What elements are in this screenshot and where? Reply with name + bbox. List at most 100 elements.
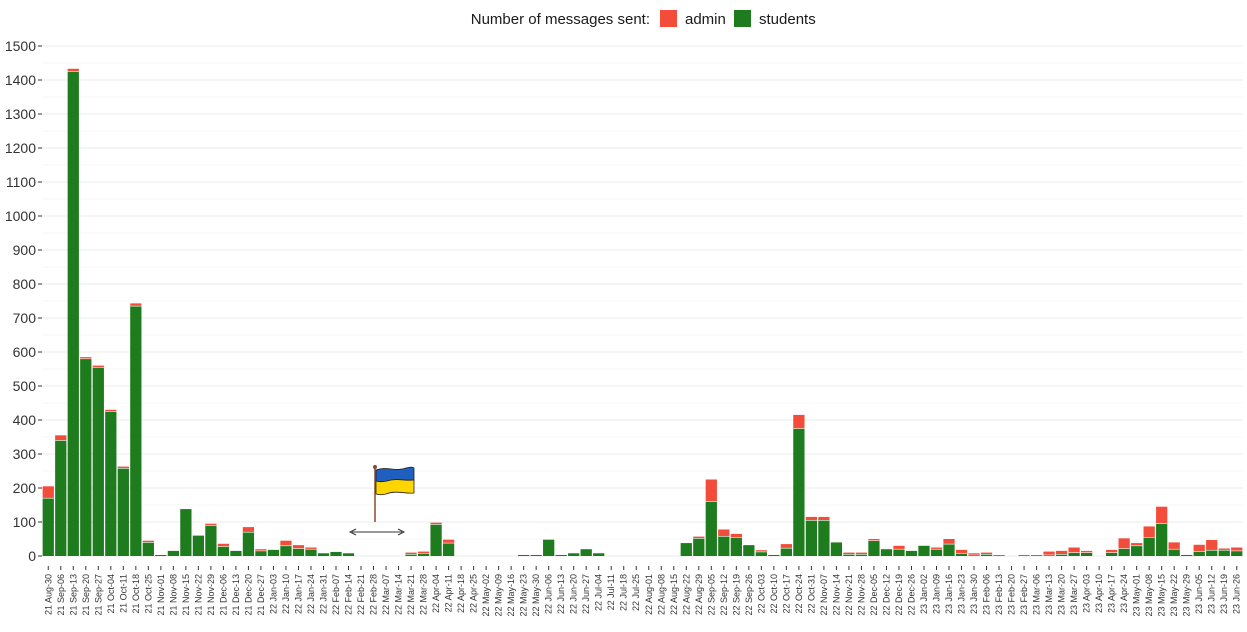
x-tick-label: 21 Nov-22	[193, 574, 203, 616]
bar-admin	[1018, 554, 1030, 556]
bar-students	[92, 367, 104, 556]
bar-students	[555, 554, 567, 556]
y-tick-label: 400	[13, 412, 37, 428]
bar-students	[405, 554, 417, 556]
bar-students	[1156, 523, 1168, 556]
bar-students	[180, 509, 192, 556]
bar-students	[755, 551, 767, 556]
bar-admin	[1068, 547, 1080, 553]
x-tick-label: 22 Jan-10	[281, 574, 291, 614]
x-tick-label: 23 May-22	[1169, 574, 1179, 617]
bar-students	[1143, 537, 1155, 556]
bar-students	[267, 549, 280, 556]
x-tick-label: 22 Jun-27	[581, 574, 591, 614]
bar-students	[155, 554, 167, 556]
x-tick-label: 21 Dec-13	[231, 574, 241, 616]
bar-students	[930, 549, 943, 556]
bar-admin	[1218, 548, 1230, 551]
bar-students	[943, 544, 955, 556]
bar-students	[80, 358, 92, 556]
bar-admin	[868, 539, 880, 541]
legend-title: Number of messages sent:	[471, 11, 650, 28]
bar-admin	[55, 435, 67, 441]
bar-admin	[92, 365, 104, 368]
x-tick-label: 23 Apr-03	[1082, 574, 1092, 613]
y-tick-label: 1500	[5, 38, 36, 54]
y-tick-label: 700	[13, 310, 37, 326]
bar-admin	[117, 466, 129, 469]
bar-students	[67, 71, 79, 556]
x-tick-label: 22 Mar-07	[381, 574, 391, 615]
bar-admin	[255, 549, 267, 551]
x-tick-label: 21 Sep-13	[68, 574, 78, 616]
x-tick-label: 21 Oct-18	[131, 574, 141, 614]
bar-students	[880, 549, 893, 556]
bar-students	[442, 543, 455, 556]
bar-students	[730, 537, 742, 556]
bar-admin	[442, 539, 455, 544]
bar-students	[580, 549, 592, 556]
x-tick-label: 23 Jan-02	[919, 574, 929, 614]
x-tick-label: 23 Jun-26	[1232, 574, 1242, 614]
bar-admin	[805, 516, 818, 521]
x-tick-label: 22 Apr-11	[444, 574, 454, 612]
bar-students	[818, 520, 830, 556]
bar-students	[142, 542, 154, 556]
x-tick-label: 22 Dec-12	[881, 574, 891, 616]
bar-admin	[1143, 526, 1155, 538]
x-tick-label: 23 May-08	[1144, 574, 1154, 617]
bar-students	[718, 536, 730, 556]
bar-admin	[1118, 538, 1130, 549]
bar-students	[968, 554, 980, 556]
x-tick-label: 23 Jan-23	[957, 574, 967, 614]
x-tick-label: 22 Dec-26	[906, 574, 916, 616]
x-tick-label: 22 Jul-25	[631, 574, 641, 611]
bar-students	[42, 498, 54, 556]
x-tick-label: 23 Feb-13	[994, 574, 1004, 615]
bar-admin	[968, 553, 980, 555]
x-tick-label: 22 Jan-24	[306, 574, 316, 614]
arrow-head-left	[348, 528, 357, 536]
arrow-head-right	[397, 528, 406, 536]
y-tick-label: 600	[13, 344, 37, 360]
y-tick-label: 800	[13, 276, 37, 292]
x-tick-label: 22 Nov-21	[844, 574, 854, 616]
bar-students	[192, 535, 205, 556]
bar-students	[918, 545, 930, 556]
bar-students	[417, 553, 430, 556]
x-tick-label: 23 Jun-05	[1194, 574, 1204, 614]
y-tick-label: 1100	[6, 174, 36, 190]
x-tick-label: 23 Mar-13	[1044, 574, 1054, 615]
x-tick-label: 22 Apr-04	[431, 574, 441, 613]
x-tick-label: 23 May-15	[1157, 574, 1167, 617]
y-tick-label: 1300	[5, 106, 36, 122]
bar-admin	[1156, 506, 1168, 524]
bar-students	[793, 428, 805, 556]
bar-students	[805, 520, 818, 556]
x-tick-label: 23 Apr-24	[1119, 574, 1129, 613]
x-tick-label: 22 Nov-07	[819, 574, 829, 616]
bar-admin	[730, 533, 742, 538]
bar-admin	[943, 539, 955, 545]
legend-swatch-admin	[660, 10, 677, 27]
x-tick-label: 22 Sep-05	[706, 574, 716, 616]
bar-students	[280, 545, 292, 556]
bar-students	[705, 501, 717, 556]
bar-admin	[305, 547, 317, 550]
bar-admin	[42, 486, 54, 499]
x-tick-label: 23 Feb-20	[1007, 574, 1017, 615]
bar-students	[342, 553, 355, 556]
x-tick-label: 22 Apr-18	[456, 574, 466, 613]
x-tick-label: 22 Dec-19	[894, 574, 904, 616]
x-tick-label: 23 May-01	[1132, 574, 1142, 617]
x-tick-label: 22 May-30	[531, 574, 541, 617]
x-tick-label: 21 Nov-15	[181, 574, 191, 616]
bar-students	[868, 540, 880, 556]
bar-students	[593, 553, 605, 556]
x-tick-label: 22 Sep-19	[731, 574, 741, 616]
x-tick-label: 22 Jan-17	[293, 574, 303, 614]
bar-students	[130, 306, 142, 556]
bar-students	[167, 550, 179, 556]
x-tick-label: 22 Jul-04	[594, 574, 604, 611]
x-tick-label: 23 Apr-17	[1107, 574, 1117, 613]
